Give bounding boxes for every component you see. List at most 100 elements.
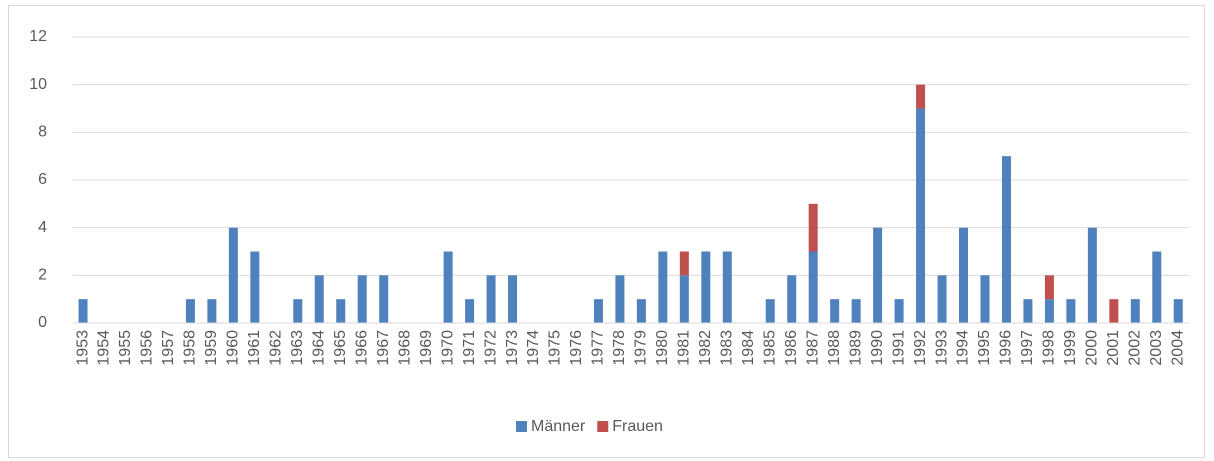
bar-segment xyxy=(916,108,926,323)
bar-segment xyxy=(1087,227,1097,323)
x-tick-label: 2003 xyxy=(1148,330,1165,366)
x-tick-label: 1986 xyxy=(783,330,800,366)
x-tick-label: 1972 xyxy=(482,330,499,366)
y-tick-label: 2 xyxy=(38,267,47,284)
bar-segment xyxy=(765,299,775,323)
legend-label: Frauen xyxy=(612,418,663,435)
bar-segment xyxy=(314,275,324,323)
bar-segment xyxy=(679,275,689,323)
x-tick-label: 1979 xyxy=(633,330,650,366)
x-tick-label: 2004 xyxy=(1169,330,1186,366)
bar-segment xyxy=(701,251,711,323)
bar-segment xyxy=(722,251,732,323)
y-tick-label: 8 xyxy=(38,124,47,141)
x-tick-label: 1990 xyxy=(869,330,886,366)
bar-segment xyxy=(894,299,904,323)
bar-segment xyxy=(937,275,947,323)
bar-segment xyxy=(787,275,797,323)
x-tick-label: 2000 xyxy=(1084,330,1101,366)
bar-segment xyxy=(851,299,861,323)
bar-segment xyxy=(1152,251,1162,323)
bar-segment xyxy=(465,299,475,323)
legend-swatch xyxy=(597,421,609,432)
x-tick-label: 1969 xyxy=(418,330,435,366)
bar-segment xyxy=(808,203,818,252)
x-tick-label: 1954 xyxy=(96,330,113,366)
x-tick-label: 1985 xyxy=(761,330,778,366)
bar-segment xyxy=(357,275,367,323)
x-tick-label: 1996 xyxy=(998,330,1015,366)
x-tick-label: 1980 xyxy=(654,330,671,366)
bar-segment xyxy=(250,251,260,323)
x-tick-label: 1999 xyxy=(1062,330,1079,366)
bar-segment xyxy=(593,299,603,323)
bar-segment xyxy=(1066,299,1076,323)
x-tick-label: 1988 xyxy=(826,330,843,366)
x-tick-label: 1975 xyxy=(547,330,564,366)
bar-segment xyxy=(916,84,926,109)
bar-segment xyxy=(980,275,990,323)
bar-segment xyxy=(1044,275,1054,300)
x-tick-label: 1991 xyxy=(890,330,907,366)
y-tick-label: 6 xyxy=(38,171,47,188)
x-tick-label: 1974 xyxy=(525,330,542,366)
x-tick-label: 1961 xyxy=(246,330,263,366)
bar-segment xyxy=(443,251,453,323)
x-tick-label: 1994 xyxy=(955,330,972,366)
x-tick-label: 1997 xyxy=(1019,330,1036,366)
x-tick-label: 1964 xyxy=(310,330,327,366)
legend-label: Männer xyxy=(531,418,586,435)
x-tick-label: 2001 xyxy=(1105,330,1122,366)
bar-segment xyxy=(959,227,969,323)
x-tick-label: 1955 xyxy=(117,330,134,366)
x-tick-label: 1958 xyxy=(182,330,199,366)
bar-segment xyxy=(1044,299,1054,323)
bar-segment xyxy=(228,227,238,323)
x-tick-label: 1984 xyxy=(740,330,757,366)
bar-segment xyxy=(207,299,217,323)
x-tick-label: 1957 xyxy=(160,330,177,366)
chart-border xyxy=(8,5,1205,458)
x-tick-label: 1976 xyxy=(568,330,585,366)
bar-segment xyxy=(615,275,625,323)
bar-segment xyxy=(808,251,818,323)
bar-segment xyxy=(679,251,689,276)
y-tick-label: 4 xyxy=(38,219,47,236)
bar-segment xyxy=(1173,299,1183,323)
y-tick-label: 0 xyxy=(38,314,47,331)
x-tick-label: 1965 xyxy=(332,330,349,366)
x-tick-label: 1963 xyxy=(289,330,306,366)
legend-swatch xyxy=(516,421,527,432)
x-tick-label: 1992 xyxy=(912,330,929,366)
bar-segment xyxy=(658,251,668,323)
x-tick-label: 1978 xyxy=(611,330,628,366)
bar-segment xyxy=(185,299,195,323)
bar-segment xyxy=(830,299,840,323)
bar-segment xyxy=(486,275,496,323)
bar-segment xyxy=(1109,299,1119,323)
x-tick-label: 1989 xyxy=(847,330,864,366)
x-tick-label: 1953 xyxy=(74,330,91,366)
bar-segment xyxy=(873,227,883,323)
bar-segment xyxy=(293,299,303,323)
x-tick-label: 2002 xyxy=(1127,330,1144,366)
x-tick-label: 1973 xyxy=(504,330,521,366)
x-tick-label: 1968 xyxy=(396,330,413,366)
bar-segment xyxy=(379,275,389,323)
x-tick-label: 1966 xyxy=(353,330,370,366)
bar-segment xyxy=(636,299,646,323)
x-tick-label: 1956 xyxy=(139,330,156,366)
x-tick-label: 1971 xyxy=(461,330,478,366)
bar-segment xyxy=(1023,299,1033,323)
x-tick-label: 1962 xyxy=(268,330,285,366)
x-tick-label: 1977 xyxy=(590,330,607,366)
x-tick-label: 1959 xyxy=(203,330,220,366)
bar-segment xyxy=(78,299,88,323)
x-tick-label: 1981 xyxy=(676,330,693,366)
x-tick-label: 1967 xyxy=(375,330,392,366)
bar-segment xyxy=(508,275,518,323)
x-tick-label: 1998 xyxy=(1041,330,1058,366)
y-tick-label: 10 xyxy=(29,76,47,93)
x-tick-label: 1983 xyxy=(719,330,736,366)
